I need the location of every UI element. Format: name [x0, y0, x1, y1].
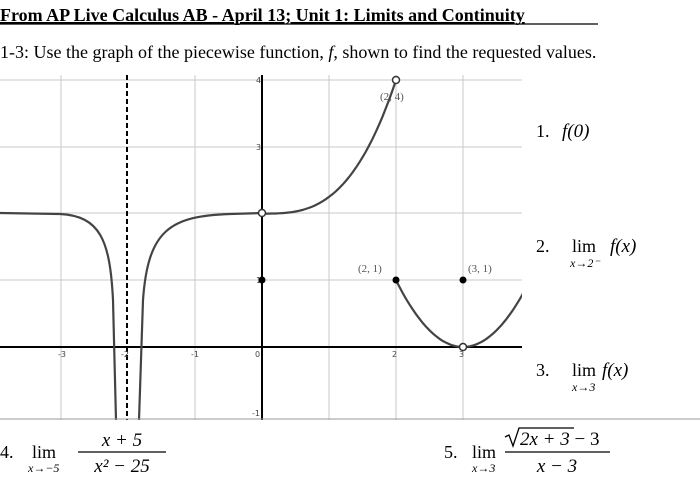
subscript: x→−5 [27, 461, 59, 475]
title: From AP Live Calculus AB - April 13; Uni… [0, 5, 525, 25]
expression: f(x) [602, 360, 628, 381]
open-point [257, 208, 267, 218]
expression: f(0) [562, 121, 589, 142]
tick-label: 0 [255, 350, 260, 359]
tick-label: -1 [191, 350, 199, 359]
curve [262, 79, 398, 215]
lim: lim [32, 442, 56, 462]
subscript: x→3 [571, 380, 595, 394]
subscript: x→3 [471, 461, 495, 475]
question-number: 4. [0, 442, 14, 462]
tick-label: -1 [252, 409, 260, 418]
radical [504, 427, 574, 448]
question-number: 2. [536, 236, 550, 256]
question-number: 3. [536, 360, 550, 380]
expression: f(x) [610, 236, 636, 257]
tick-label: 2 [392, 350, 397, 359]
denominator: x² − 25 [93, 456, 149, 477]
tick-label: 3 [459, 350, 464, 359]
tick-label: 3 [256, 143, 261, 152]
graph: -3 -2 -1 0 2 3 4 3 1 -1 (2, 4) (2, 1) (3… [0, 75, 522, 420]
closed-point [258, 276, 266, 284]
instruction: 1-3: Use the graph of the piecewise func… [0, 42, 596, 62]
point-label: (2, 4) [380, 91, 404, 103]
lim: lim [572, 236, 596, 256]
curve [0, 211, 118, 420]
subscript: x→2⁻ [569, 256, 601, 270]
lim: lim [572, 360, 596, 380]
curve [137, 211, 263, 420]
closed-point [459, 276, 467, 284]
open-point [458, 342, 468, 352]
question-number: 5. [444, 442, 458, 462]
open-point [391, 75, 401, 85]
question-number: 1. [536, 121, 550, 141]
tick-label: -2 [121, 350, 129, 359]
denominator: x − 3 [536, 456, 577, 477]
tick-label: 4 [256, 76, 261, 85]
tick-label: 1 [256, 276, 261, 285]
lim: lim [472, 442, 496, 462]
point-label: (2, 1) [358, 263, 382, 275]
numerator: x + 5 [101, 430, 142, 451]
closed-point [392, 276, 400, 284]
numerator: 2x + 3 − 3 [520, 429, 599, 450]
tick-label: -3 [58, 350, 66, 359]
point-label: (3, 1) [468, 263, 492, 275]
